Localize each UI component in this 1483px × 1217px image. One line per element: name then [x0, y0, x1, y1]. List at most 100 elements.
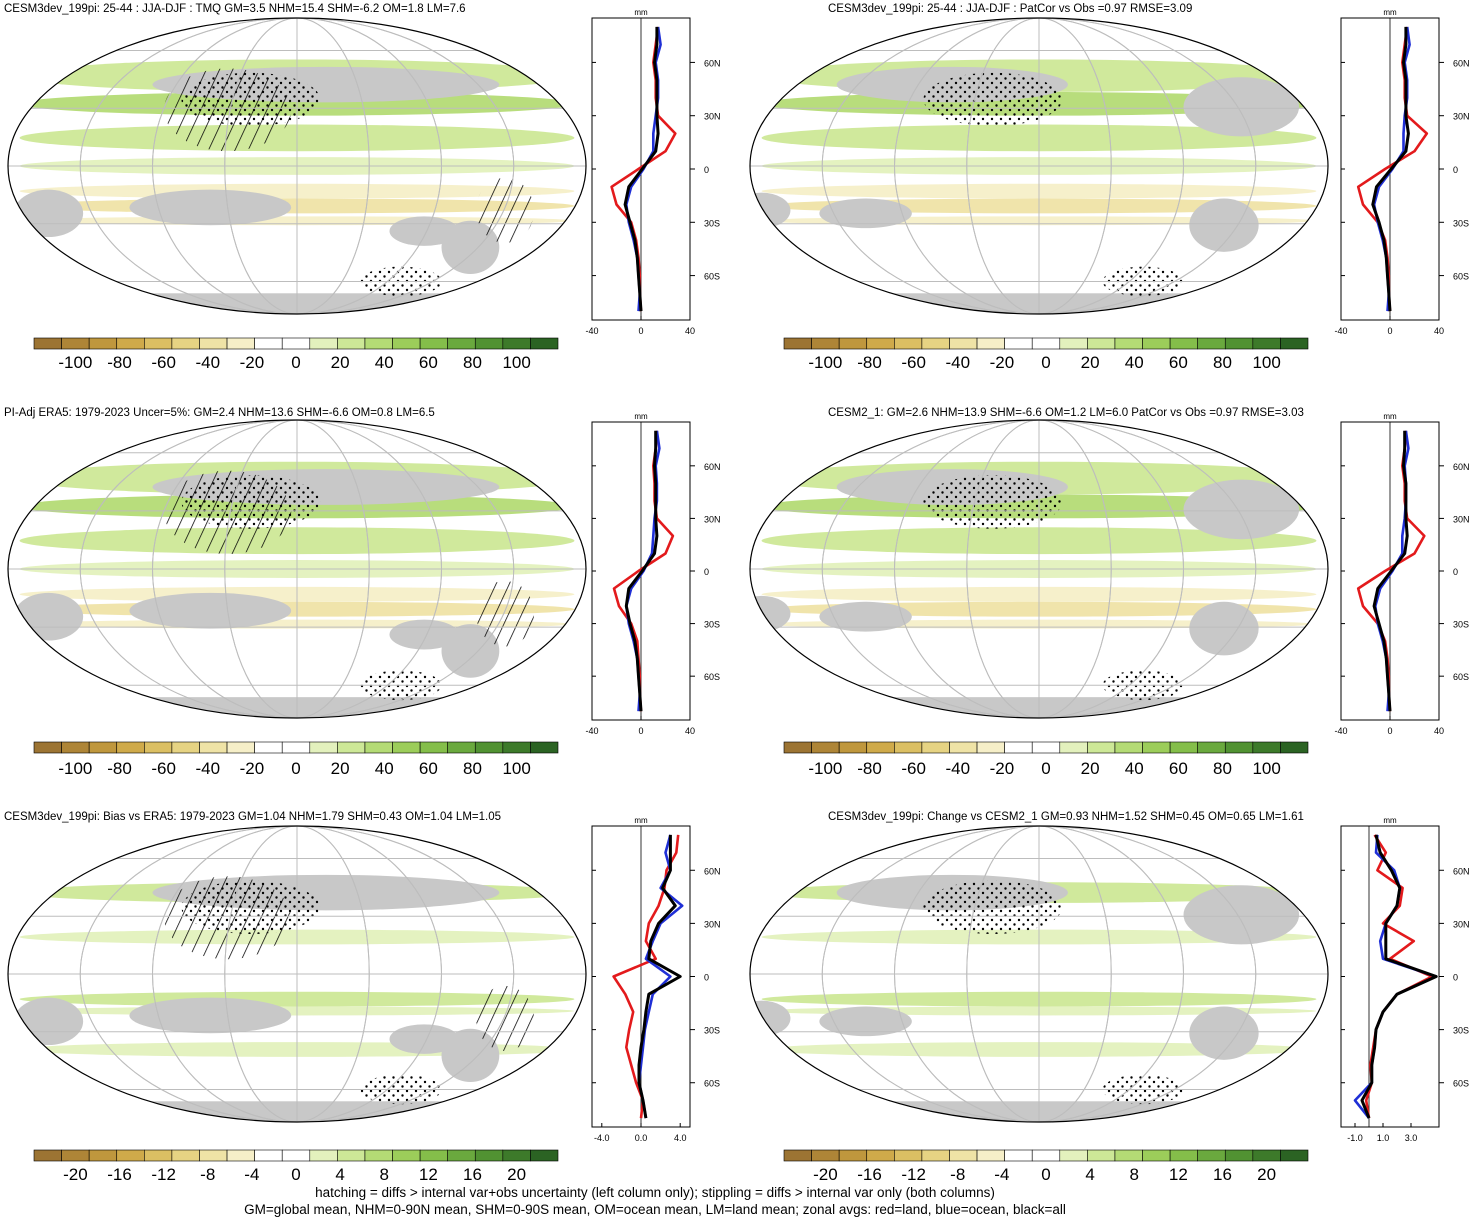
map-outline — [7, 825, 587, 1123]
colorbar-box — [1031, 337, 1061, 350]
colorbar-box — [1224, 741, 1254, 754]
colorbar-box — [171, 337, 200, 350]
profile-unit: mm — [1383, 816, 1397, 825]
colorbar-box — [1114, 741, 1143, 754]
colorbar-label: 16 — [463, 1165, 482, 1184]
lat-label: 30S — [704, 218, 720, 228]
colorbar-box — [1004, 741, 1033, 754]
colorbar-box — [530, 337, 559, 350]
colorbar-box — [447, 741, 476, 754]
lat-label: 30N — [704, 514, 721, 524]
colorbar-label: 12 — [419, 1165, 438, 1184]
lat-label: 60N — [1453, 462, 1470, 472]
colorbar-box — [1142, 1149, 1171, 1162]
colorbar-box — [1169, 337, 1198, 350]
colorbar-box — [1280, 1149, 1309, 1162]
colorbar-box — [419, 1149, 448, 1162]
colorbar: -100 -80 -60 -40 -20 0 20 40 60 80 100 — [783, 741, 1309, 778]
profile-xtick: 40 — [1434, 726, 1444, 736]
colorbar-label: 20 — [331, 353, 350, 372]
colorbar-box — [199, 337, 228, 350]
colorbar-label: 0 — [1041, 759, 1050, 778]
colorbar-box — [1252, 741, 1281, 754]
profile-line-all — [623, 26, 660, 312]
colorbar-label: 8 — [380, 1165, 389, 1184]
colorbar-box — [1087, 337, 1116, 350]
robinson-map — [8, 420, 586, 718]
colorbar-box — [254, 1149, 283, 1162]
colorbar-box — [88, 741, 118, 754]
colorbar-box — [894, 337, 923, 350]
colorbar-label: -100 — [808, 353, 842, 372]
colorbar-label: 0 — [291, 1165, 300, 1184]
profile-xtick: -40 — [585, 326, 598, 336]
colorbar-label: -100 — [58, 759, 92, 778]
profile-xtick: 1.0 — [1377, 1133, 1390, 1143]
colorbar-box — [116, 337, 145, 350]
colorbar-label: -80 — [857, 353, 882, 372]
colorbar-box — [530, 741, 559, 754]
lat-label: 60S — [1453, 272, 1469, 282]
robinson-map — [750, 420, 1328, 718]
colorbar-box — [866, 1149, 895, 1162]
colorbar: -100 -80 -60 -40 -20 0 20 40 60 80 100 — [33, 741, 559, 778]
colorbar-box — [838, 337, 868, 350]
robinson-map — [8, 826, 586, 1122]
profile-xtick: -1.0 — [1347, 1133, 1363, 1143]
lat-label: 0 — [704, 165, 709, 175]
lat-label: 60N — [1453, 58, 1470, 68]
profile-frame — [1340, 825, 1440, 1128]
colorbar-box — [337, 1149, 366, 1162]
colorbar-box — [447, 337, 476, 350]
lat-label: 60S — [704, 272, 720, 282]
colorbar: -20 -16 -12 -8 -4 0 4 8 12 16 20 — [783, 1149, 1309, 1184]
colorbar-label: 40 — [375, 759, 394, 778]
lat-label: 30S — [1453, 620, 1469, 630]
colorbar-label: -100 — [58, 353, 92, 372]
colorbar-label: 100 — [502, 759, 530, 778]
colorbar-box — [1280, 741, 1309, 754]
lat-label: 60N — [1453, 866, 1470, 876]
colorbar-box — [281, 741, 311, 754]
colorbar-box — [1031, 741, 1061, 754]
colorbar-box — [281, 1149, 311, 1162]
colorbar-box — [502, 337, 531, 350]
colorbar-box — [530, 1149, 559, 1162]
colorbar-box — [921, 1149, 950, 1162]
panel-title: PI-Adj ERA5: 1979-2023 Uncer=5%: GM=2.4 … — [4, 407, 435, 419]
colorbar-box — [88, 337, 118, 350]
colorbar-label: 4 — [335, 1165, 344, 1184]
colorbar-label: -80 — [857, 759, 882, 778]
colorbar-box — [116, 741, 145, 754]
profile-unit: mm — [634, 816, 648, 825]
colorbar-box — [199, 741, 228, 754]
profile-xtick: 40 — [1434, 326, 1444, 336]
panel-6: CESM3dev_199pi: Change vs CESM2_1 GM=0.9… — [749, 811, 1470, 1184]
colorbar-box — [1197, 337, 1226, 350]
panel-4: CESM2_1: GM=2.6 NHM=13.9 SHM=-6.6 OM=1.2… — [749, 407, 1470, 778]
colorbar-box — [337, 741, 366, 754]
colorbar-box — [1114, 1149, 1143, 1162]
colorbar-box — [1059, 1149, 1088, 1162]
colorbar-box — [33, 1149, 62, 1162]
colorbar-label: 20 — [331, 759, 350, 778]
colorbar-box — [116, 1149, 145, 1162]
colorbar-box — [309, 1149, 338, 1162]
map-outline — [7, 419, 587, 719]
colorbar-box — [783, 337, 812, 350]
panel-title: CESM2_1: GM=2.6 NHM=13.9 SHM=-6.6 OM=1.2… — [828, 407, 1304, 419]
lat-label: 60S — [704, 672, 720, 682]
colorbar-box — [392, 741, 421, 754]
panel-title: CESM3dev_199pi: 25-44 : JJA-DJF : PatCor… — [828, 3, 1192, 15]
colorbar-box — [199, 1149, 228, 1162]
colorbar-label: 40 — [1125, 759, 1144, 778]
footer-line2: GM=global mean, NHM=0-90N mean, SHM=0-90… — [244, 1202, 1066, 1217]
footer-line1: hatching = diffs > internal var+obs unce… — [315, 1185, 995, 1200]
lat-label: 60S — [704, 1079, 720, 1089]
colorbar-label: -12 — [151, 1165, 176, 1184]
profile-xtick: 40 — [685, 326, 695, 336]
colorbar-box — [474, 741, 504, 754]
lat-label: 30S — [1453, 218, 1469, 228]
colorbar-label: 60 — [419, 353, 438, 372]
